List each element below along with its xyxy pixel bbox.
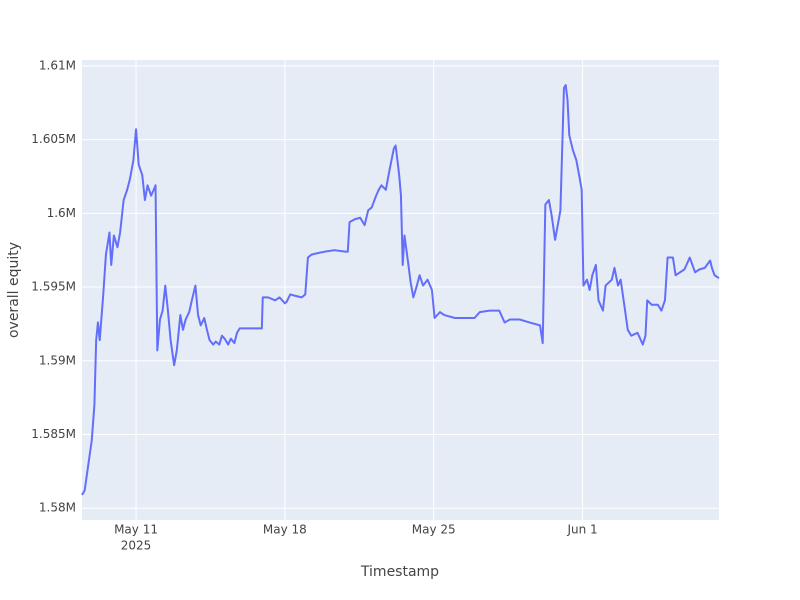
y-axis-title: overall equity (6, 242, 22, 338)
x-tick-label: May 18 (263, 523, 307, 537)
x-tick-year: 2025 (121, 539, 152, 553)
plot-area (82, 60, 719, 520)
line-series (81, 84, 720, 496)
x-axis-title: Timestamp (360, 564, 439, 580)
x-tick-label: May 25 (412, 523, 456, 537)
y-tick-label: 1.58M (39, 501, 76, 515)
y-tick-label: 1.605M (31, 132, 76, 146)
y-tick-label: 1.585M (31, 427, 76, 441)
y-tick-label: 1.59M (39, 353, 76, 367)
x-tick-label: May 11 (114, 523, 158, 537)
y-tick-label: 1.61M (39, 58, 76, 72)
x-tick-label: Jun 1 (566, 523, 597, 537)
y-tick-label: 1.595M (31, 280, 76, 294)
y-tick-label: 1.6M (47, 206, 76, 220)
